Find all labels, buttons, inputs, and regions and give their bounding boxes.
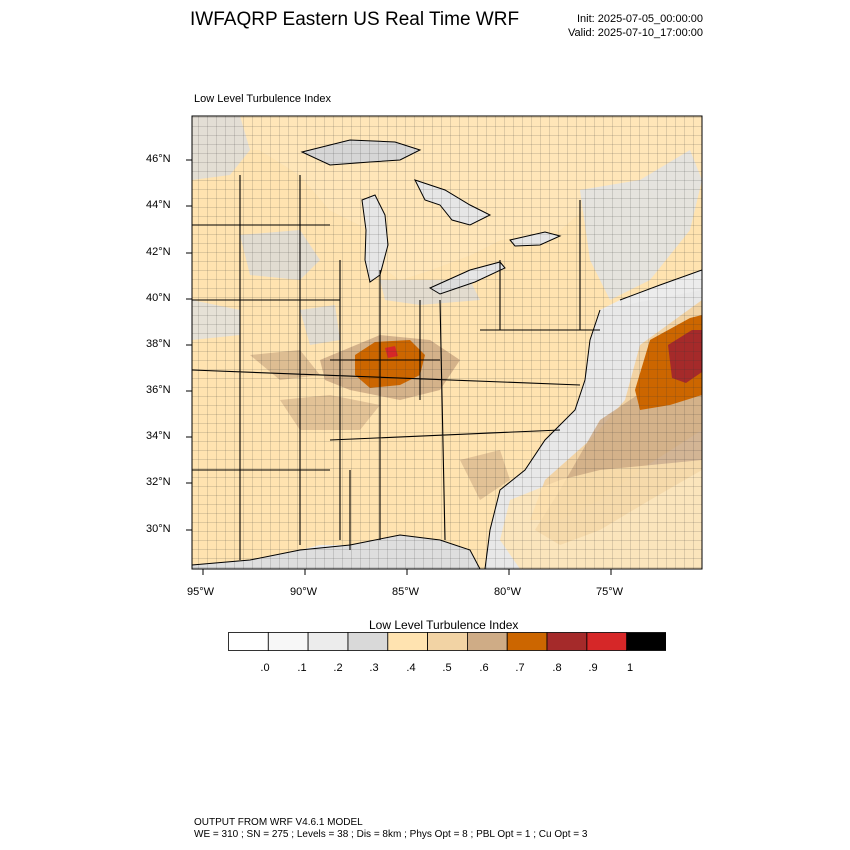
colorbar-swatch [626,632,666,651]
state-boundaries [192,175,600,560]
main-title: IWFAQRP Eastern US Real Time WRF [190,9,520,30]
colorbar-swatch [228,632,269,651]
colorbar-label: .8 [552,662,562,674]
colorbar-title: Low Level Turbulence Index [369,618,519,632]
lon-label: 90°W [290,586,318,598]
lat-label: 38°N [146,338,171,350]
colorbar-label: .6 [479,662,489,674]
map-panel [192,116,702,569]
colorbar-label: .5 [442,662,452,674]
lat-label: 40°N [146,292,171,304]
colorbar-swatch [506,632,548,651]
lon-label: 80°W [494,586,522,598]
colorbar-label: .4 [406,662,416,674]
lat-label: 36°N [146,384,171,396]
colorbar-label: .2 [333,662,343,674]
lon-label: 75°W [596,586,624,598]
lat-label: 32°N [146,476,171,488]
county-lines [192,116,702,569]
colorbar-label: .7 [515,662,525,674]
colorbar-label: .9 [588,662,598,674]
lon-label: 95°W [187,586,215,598]
lon-label: 85°W [392,586,420,598]
colorbar-swatch [586,632,628,651]
colorbar-label: 1 [626,662,634,674]
colorbar-label: .0 [260,662,270,674]
lat-label: 34°N [146,430,171,442]
footer-model: OUTPUT FROM WRF V4.6.1 MODEL [194,817,363,828]
init-time: Init: 2025-07-05_00:00:00 [577,13,703,25]
field-title: Low Level Turbulence Index [194,93,331,105]
colorbar-swatch [466,632,508,651]
lat-label: 30°N [146,523,171,535]
colorbar-swatch [427,632,468,651]
colorbar-swatch [347,632,389,651]
colorbar-swatch [387,632,429,651]
colorbar-label: .1 [297,662,307,674]
lat-label: 44°N [146,199,171,211]
colorbar [228,632,666,651]
lat-label: 46°N [146,153,171,165]
map-frame [191,115,703,570]
colorbar-label: .3 [369,662,379,674]
colorbar-swatch [307,632,349,651]
lat-label: 42°N [146,246,171,258]
footer-config: WE = 310 ; SN = 275 ; Levels = 38 ; Dis … [194,829,588,840]
colorbar-swatch [267,632,309,651]
axis-ticks [186,159,612,575]
colorbar-swatch [546,632,588,651]
valid-time: Valid: 2025-07-10_17:00:00 [568,27,703,39]
coastlines [192,139,702,569]
